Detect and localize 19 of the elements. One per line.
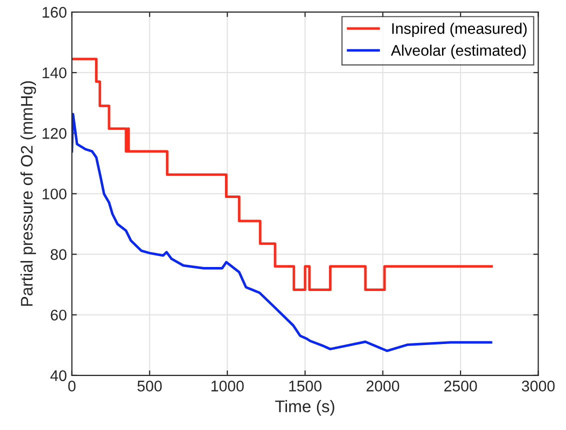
x-tick-label: 500: [137, 380, 162, 392]
y-tick-label: 80: [50, 249, 66, 260]
x-tick-label: 2000: [366, 380, 400, 392]
x-tick-label: 0: [68, 380, 76, 392]
line-series: [72, 112, 492, 352]
x-tick-label: 1000: [212, 380, 244, 392]
legend-label: Inspired (measured): [392, 22, 527, 37]
x-tick-label: 1500: [289, 380, 322, 392]
x-axis-title: Time (s): [275, 400, 334, 416]
y-axis-title: Partial pressure of O2 (mmHg): [20, 81, 36, 306]
y-tick-label: 40: [50, 370, 66, 382]
y-tick-label: 60: [50, 310, 66, 321]
legend-label: Alveolar (estimated): [390, 44, 526, 59]
x-tick-label: 3000: [522, 380, 555, 392]
y-tick-label: 100: [42, 188, 66, 200]
y-tick-label: 140: [42, 67, 66, 78]
y-tick-label: 120: [42, 128, 66, 139]
y-tick-label: 160: [42, 6, 66, 18]
x-tick-label: 2500: [444, 380, 477, 392]
